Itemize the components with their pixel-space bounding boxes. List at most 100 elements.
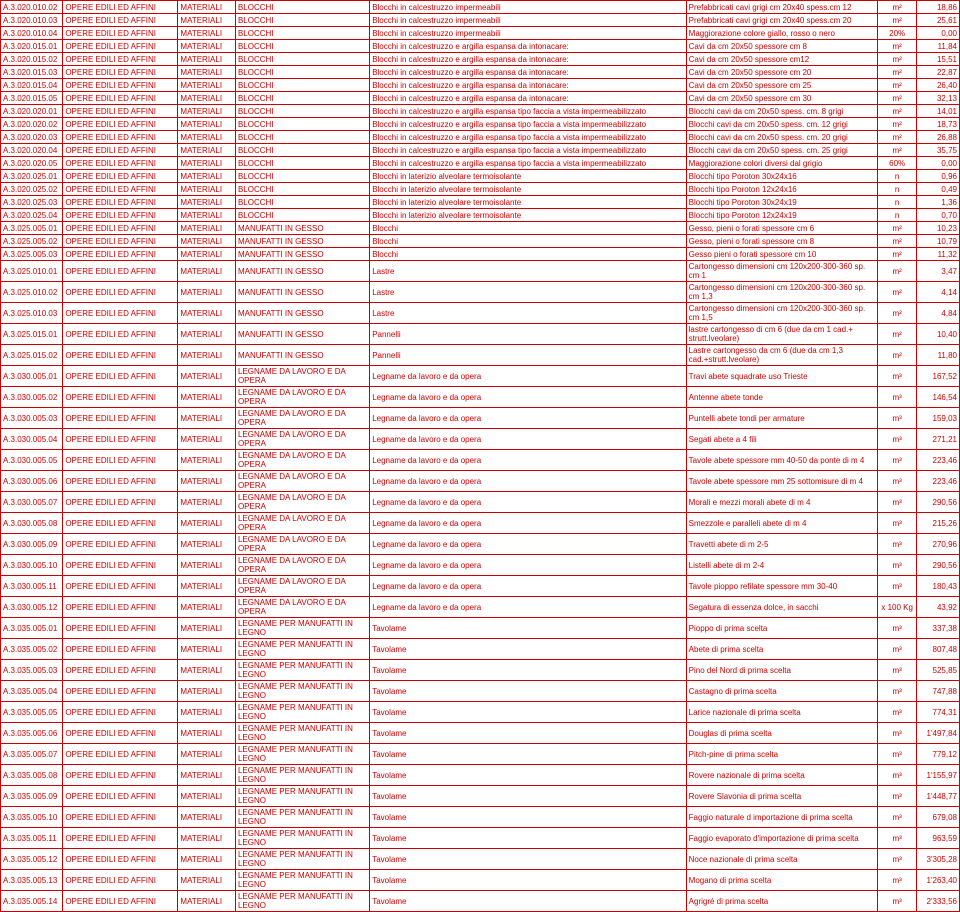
value-cell: 4,84 [916,303,959,324]
text-cell: m² [878,248,916,261]
text-cell: n [878,170,916,183]
table-row: A.3.020.020.05OPERE EDILI ED AFFINIMATER… [1,157,960,170]
code-cell: A.3.035.005.05 [1,702,63,723]
text-cell: LEGNAME DA LAVORO E DA OPERA [235,408,369,429]
table-row: A.3.035.005.02OPERE EDILI ED AFFINIMATER… [1,639,960,660]
text-cell: OPERE EDILI ED AFFINI [63,765,178,786]
text-cell: MATERIALI [178,870,236,891]
code-cell: A.3.020.025.04 [1,209,63,222]
table-row: A.3.030.005.06OPERE EDILI ED AFFINIMATER… [1,471,960,492]
text-cell: MATERIALI [178,807,236,828]
text-cell: Morali e mezzi morali abete di m 4 [686,492,878,513]
text-cell: OPERE EDILI ED AFFINI [63,118,178,131]
text-cell: MATERIALI [178,196,236,209]
text-cell: Blocchi cavi da cm 20x50 spess. cm. 8 gr… [686,105,878,118]
text-cell: BLOCCHI [235,40,369,53]
text-cell: Legname da lavoro e da opera [370,597,686,618]
text-cell: m³ [878,849,916,870]
text-cell: BLOCCHI [235,196,369,209]
text-cell: Blocchi [370,248,686,261]
text-cell: Tavole abete spessore mm 25 sottomisure … [686,471,878,492]
text-cell: lastre cartongesso di cm 6 (due da cm 1 … [686,324,878,345]
table-row: A.3.035.005.07OPERE EDILI ED AFFINIMATER… [1,744,960,765]
text-cell: BLOCCHI [235,66,369,79]
value-cell: 0,70 [916,209,959,222]
text-cell: Lastre [370,261,686,282]
text-cell: m³ [878,744,916,765]
text-cell: Blocchi in calcestruzzo e argilla espans… [370,131,686,144]
text-cell: MANUFATTI IN GESSO [235,261,369,282]
text-cell: OPERE EDILI ED AFFINI [63,660,178,681]
text-cell: Travi abete squadrate uso Trieste [686,366,878,387]
code-cell: A.3.020.020.03 [1,131,63,144]
text-cell: Maggiorazione colori diversi dal grigio [686,157,878,170]
code-cell: A.3.025.010.02 [1,282,63,303]
text-cell: m² [878,92,916,105]
text-cell: Lastre [370,303,686,324]
value-cell: 11,32 [916,248,959,261]
table-row: A.3.030.005.09OPERE EDILI ED AFFINIMATER… [1,534,960,555]
table-row: A.3.025.005.02OPERE EDILI ED AFFINIMATER… [1,235,960,248]
table-row: A.3.030.005.08OPERE EDILI ED AFFINIMATER… [1,513,960,534]
code-cell: A.3.030.005.03 [1,408,63,429]
table-row: A.3.035.005.04OPERE EDILI ED AFFINIMATER… [1,681,960,702]
text-cell: MANUFATTI IN GESSO [235,282,369,303]
text-cell: MATERIALI [178,157,236,170]
text-cell: Blocchi in laterizio alveolare termoisol… [370,196,686,209]
text-cell: Tavolame [370,723,686,744]
text-cell: MATERIALI [178,92,236,105]
text-cell: MATERIALI [178,702,236,723]
table-row: A.3.030.005.10OPERE EDILI ED AFFINIMATER… [1,555,960,576]
text-cell: n [878,209,916,222]
text-cell: Gesso, pieni o forati spessore cm 6 [686,222,878,235]
table-row: A.3.035.005.14OPERE EDILI ED AFFINIMATER… [1,891,960,912]
value-cell: 35,75 [916,144,959,157]
text-cell: Mogano di prima scelta [686,870,878,891]
text-cell: MATERIALI [178,639,236,660]
text-cell: OPERE EDILI ED AFFINI [63,345,178,366]
text-cell: Pitch-pine di prima scelta [686,744,878,765]
text-cell: MATERIALI [178,744,236,765]
table-row: A.3.030.005.04OPERE EDILI ED AFFINIMATER… [1,429,960,450]
text-cell: LEGNAME DA LAVORO E DA OPERA [235,450,369,471]
text-cell: Prefabbricati cavi grigi cm 20x40 spess.… [686,1,878,14]
text-cell: Blocchi [370,235,686,248]
table-row: A.3.035.005.13OPERE EDILI ED AFFINIMATER… [1,870,960,891]
text-cell: m³ [878,723,916,744]
value-cell: 0,00 [916,27,959,40]
text-cell: Cartongesso dimensioni cm 120x200-300-36… [686,282,878,303]
text-cell: m³ [878,513,916,534]
text-cell: Legname da lavoro e da opera [370,366,686,387]
value-cell: 0,96 [916,170,959,183]
value-cell: 10,23 [916,222,959,235]
text-cell: LEGNAME PER MANUFATTI IN LEGNO [235,807,369,828]
text-cell: m³ [878,534,916,555]
code-cell: A.3.020.015.03 [1,66,63,79]
text-cell: m³ [878,828,916,849]
value-cell: 15,51 [916,53,959,66]
text-cell: Puntelli abete tondi per armature [686,408,878,429]
text-cell: Tavolame [370,849,686,870]
text-cell: Blocchi in calcestruzzo e argilla espans… [370,118,686,131]
text-cell: MATERIALI [178,324,236,345]
text-cell: MATERIALI [178,235,236,248]
text-cell: MATERIALI [178,79,236,92]
value-cell: 290,56 [916,492,959,513]
text-cell: LEGNAME PER MANUFATTI IN LEGNO [235,744,369,765]
value-cell: 807,48 [916,639,959,660]
text-cell: m² [878,345,916,366]
text-cell: Gesso pieni o forati spessore cm 10 [686,248,878,261]
text-cell: LEGNAME PER MANUFATTI IN LEGNO [235,891,369,912]
text-cell: BLOCCHI [235,183,369,196]
text-cell: BLOCCHI [235,53,369,66]
text-cell: m³ [878,450,916,471]
text-cell: MATERIALI [178,471,236,492]
code-cell: A.3.030.005.08 [1,513,63,534]
text-cell: Tavolame [370,891,686,912]
text-cell: OPERE EDILI ED AFFINI [63,1,178,14]
text-cell: OPERE EDILI ED AFFINI [63,92,178,105]
code-cell: A.3.020.015.04 [1,79,63,92]
text-cell: m³ [878,555,916,576]
value-cell: 25,61 [916,14,959,27]
text-cell: Cartongesso dimensioni cm 120x200-300-36… [686,261,878,282]
